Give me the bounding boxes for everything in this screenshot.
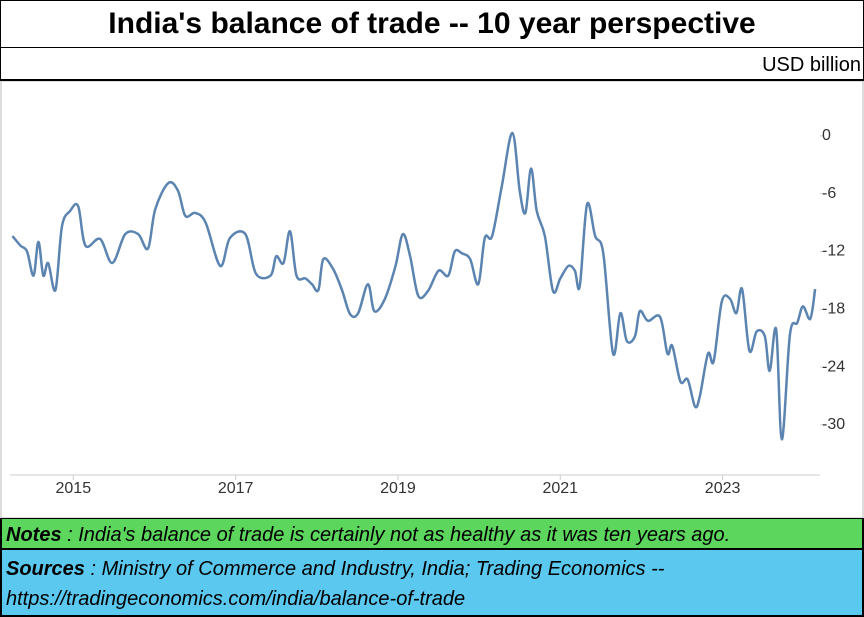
notes: Notes : India's balance of trade is cert… <box>0 518 864 549</box>
sources: Sources : Ministry of Commerce and Indus… <box>0 549 864 617</box>
x-tick-label: 2023 <box>705 480 741 497</box>
y-tick-label: 0 <box>822 127 831 144</box>
unit-label: USD billion <box>0 48 864 81</box>
chart: 0 -6 -12 -18 -24 -30 2015 2017 2019 2021 2023 <box>0 81 864 518</box>
chart-frame <box>0 81 864 518</box>
y-tick-label: -30 <box>822 416 845 433</box>
x-tick-label: 2019 <box>380 480 416 497</box>
notes-label: Notes <box>6 524 62 546</box>
y-tick-label: -12 <box>822 243 845 260</box>
sources-label: Sources <box>6 558 85 580</box>
y-tick-label: -24 <box>822 358 845 375</box>
sources-text: : Ministry of Commerce and Industry, Ind… <box>6 558 665 610</box>
chart-title: India's balance of trade -- 10 year pers… <box>0 0 864 48</box>
y-tick-label: -6 <box>822 185 836 202</box>
notes-text: : India's balance of trade is certainly … <box>61 524 731 546</box>
line-series <box>11 131 817 441</box>
x-tick-label: 2017 <box>218 480 254 497</box>
x-tick-label: 2015 <box>56 480 92 497</box>
y-tick-label: -18 <box>822 300 845 317</box>
x-tick-label: 2021 <box>542 480 578 497</box>
